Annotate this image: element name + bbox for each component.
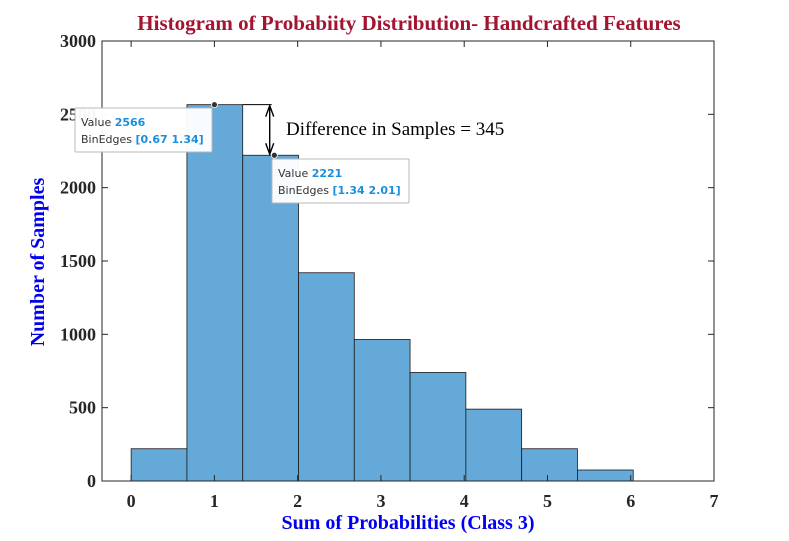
x-tick-label: 0 xyxy=(127,491,136,511)
datatip-value: 2221 xyxy=(312,167,343,180)
datatip-edges: [1.34 2.01] xyxy=(332,184,400,197)
histogram-bar xyxy=(186,104,244,482)
datatip-value: 2566 xyxy=(115,116,146,129)
y-tick-label: 0 xyxy=(87,471,96,491)
x-tick-label: 4 xyxy=(460,491,469,511)
datatip-edges: [0.67 1.34] xyxy=(135,133,203,146)
chart-title: Histogram of Probabiity Distribution- Ha… xyxy=(137,11,680,35)
histogram-bar xyxy=(130,448,188,482)
x-tick-label: 3 xyxy=(376,491,385,511)
histogram-bar xyxy=(353,339,411,482)
difference-annotation: Difference in Samples = 345 xyxy=(286,119,504,140)
datatip-value-label: Value xyxy=(81,116,115,129)
datatip-value-label: Value xyxy=(278,167,312,180)
y-axis-label: Number of Samples xyxy=(27,178,49,347)
datatip-box xyxy=(271,158,410,204)
histogram-bar xyxy=(409,372,467,482)
datatip-value-line: Value 2566 xyxy=(81,116,146,129)
datatip-edges-label: BinEdges xyxy=(278,184,332,197)
histogram-bar xyxy=(521,448,578,482)
datatip-marker[interactable] xyxy=(270,151,278,159)
datatip[interactable]: Value 2566 BinEdges [0.67 1.34] xyxy=(74,101,218,153)
histogram-bar xyxy=(577,469,634,482)
y-tick-label: 2000 xyxy=(60,178,96,198)
datatip-edges-line: BinEdges [1.34 2.01] xyxy=(278,184,401,197)
difference-arrow-head-bottom xyxy=(265,143,275,157)
x-axis-label: Sum of Probabilities (Class 3) xyxy=(282,512,535,534)
difference-arrow-head-top xyxy=(265,103,275,117)
y-tick-label: 500 xyxy=(69,398,96,418)
histogram-bar xyxy=(298,272,355,482)
x-tick-label: 2 xyxy=(293,491,302,511)
datatip-edges-label: BinEdges xyxy=(81,133,135,146)
datatip-edges-line: BinEdges [0.67 1.34] xyxy=(81,133,204,146)
x-tick-label: 5 xyxy=(543,491,552,511)
y-tick-label: 1500 xyxy=(60,251,96,271)
datatip[interactable]: Value 2221 BinEdges [1.34 2.01] xyxy=(270,151,410,204)
histogram-bar xyxy=(242,154,299,482)
datatip-marker[interactable] xyxy=(211,101,218,109)
x-tick-label: 7 xyxy=(710,491,719,511)
datatip-box xyxy=(74,107,213,153)
x-tick-label: 1 xyxy=(210,491,219,511)
histogram-bar xyxy=(465,408,523,482)
datatip-value-line: Value 2221 xyxy=(278,167,342,180)
y-tick-label: 3000 xyxy=(60,31,96,51)
x-tick-label: 6 xyxy=(626,491,635,511)
y-tick-label: 1000 xyxy=(60,324,96,344)
